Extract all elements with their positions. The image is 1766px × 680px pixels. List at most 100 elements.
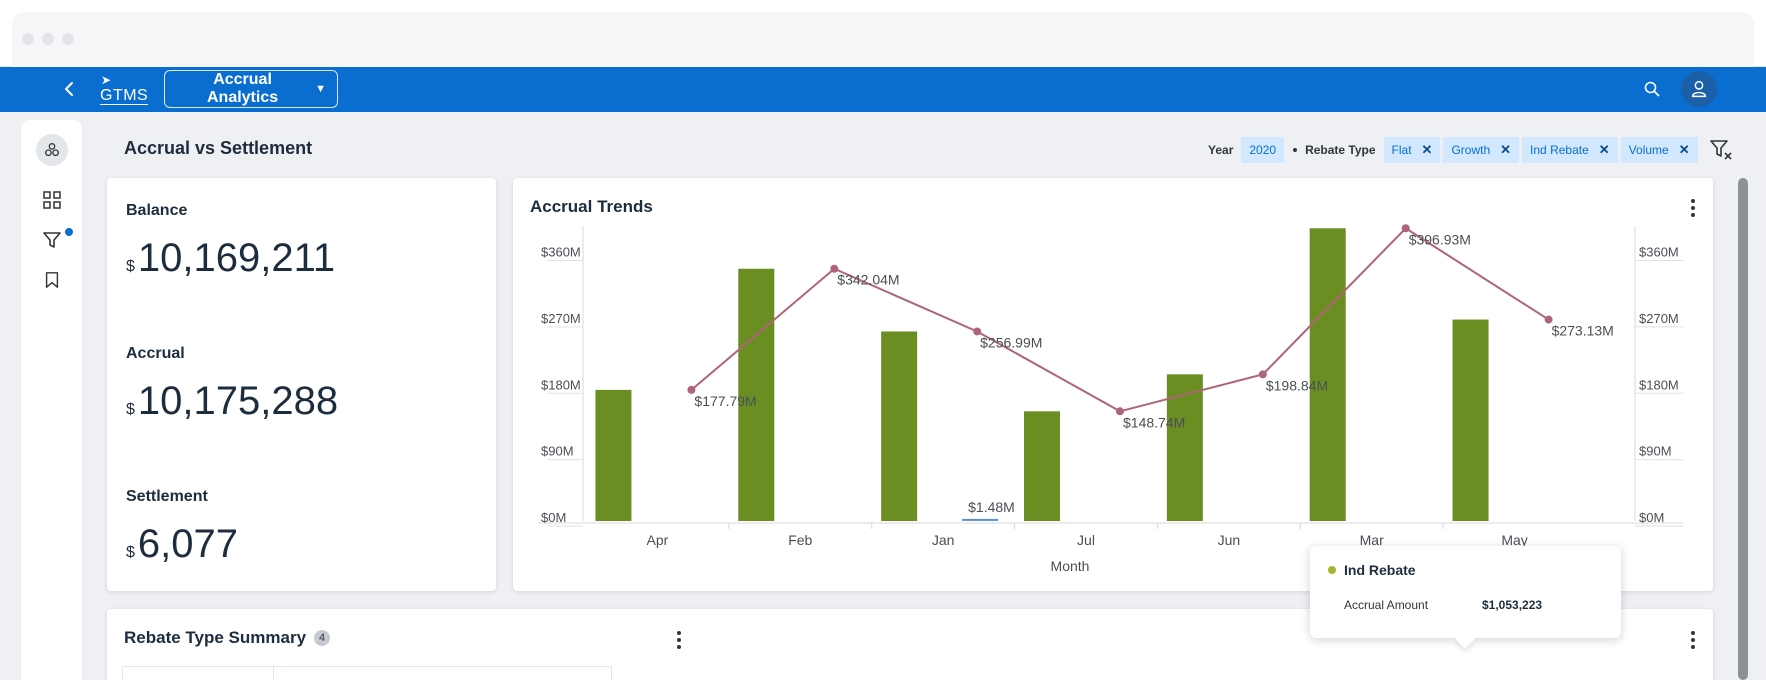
token-text: Growth (1451, 143, 1491, 157)
page-scrollbar[interactable] (1737, 178, 1749, 680)
token-text: 2020 (1249, 143, 1277, 157)
token-text: Flat (1391, 143, 1412, 157)
accrual-trends-card: Accrual Trends $0M $0M $90M $90M $180M $180M $… (513, 178, 1713, 591)
tooltip-key: Accrual Amount (1344, 598, 1429, 612)
app-title-menu-button[interactable]: Accrual Analytics ▼ (164, 70, 338, 108)
token-text: Volume (1628, 143, 1669, 157)
trend-point (1401, 224, 1410, 233)
trend-data-label: $342.04M (837, 272, 899, 288)
accrual-label: Accrual (126, 345, 185, 362)
gtms-logo[interactable]: ➤ GTMS (99, 74, 149, 106)
y-tick-label-left: $90M (541, 444, 574, 459)
x-tick-label: May (1501, 532, 1527, 548)
filter-label-year: Year (1208, 143, 1234, 157)
accrual-trend-line (690, 226, 1550, 413)
clear-filter-button[interactable] (1708, 137, 1734, 163)
scrollbar-thumb[interactable] (1738, 178, 1748, 680)
token-text: Ind Rebate (1530, 143, 1589, 157)
more-dot (1691, 645, 1695, 649)
y-tick-label-left: $360M (541, 245, 581, 260)
side-nav-home[interactable] (36, 134, 68, 166)
summary-title: Rebate Type Summary 4 (124, 628, 331, 648)
summary-count-badge: 4 (314, 630, 331, 646)
tooltip-series-dot (1328, 566, 1336, 574)
x-tick-label: Feb (788, 532, 812, 548)
trend-data-label: $256.99M (980, 334, 1042, 350)
more-dot (677, 645, 681, 649)
trend-data-label: $198.84M (1266, 377, 1328, 393)
settlement-label: Settlement (126, 488, 208, 505)
filter-token-flat[interactable]: Flat ✕ (1383, 137, 1441, 163)
search-button[interactable] (1640, 77, 1664, 101)
remove-token-icon[interactable]: ✕ (1678, 142, 1690, 157)
kpi-card: Balance $ 10,169,211 Accrual $ 10,175,28… (107, 178, 496, 591)
grid-icon (42, 191, 61, 209)
accrual-bar (1166, 374, 1203, 521)
filter-token-growth[interactable]: Growth ✕ (1443, 137, 1520, 163)
trend-point (830, 264, 839, 273)
summary-more-button-right[interactable] (1683, 628, 1703, 652)
remove-token-icon[interactable]: ✕ (1598, 142, 1610, 157)
browser-tab-area (12, 12, 1754, 67)
currency-symbol: $ (126, 544, 135, 561)
accrual-bar (738, 268, 775, 521)
filter-active-dot (65, 228, 73, 236)
more-dot (1691, 638, 1695, 642)
x-axis-title: Month (1051, 558, 1090, 574)
summary-table-header (122, 666, 612, 680)
chart-tooltip: Ind Rebate Accrual Amount $1,053,223 (1310, 546, 1621, 638)
more-dot (1691, 206, 1695, 210)
accrual-value: $ 10,175,288 (126, 379, 338, 424)
y-tick-label-left: $270M (541, 311, 581, 326)
trend-data-label: $177.79M (694, 393, 756, 409)
settlement-bar (962, 518, 999, 521)
filter-token-year[interactable]: 2020 (1241, 137, 1285, 163)
side-nav-apps[interactable] (21, 186, 82, 214)
back-button[interactable] (56, 76, 82, 102)
currency-symbol: $ (126, 401, 135, 418)
filter-token-volume[interactable]: Volume ✕ (1620, 137, 1698, 163)
filter-icon (42, 232, 61, 248)
user-avatar[interactable] (1681, 71, 1717, 107)
trend-data-label: $148.74M (1123, 414, 1185, 430)
trend-data-label: $273.13M (1552, 323, 1614, 339)
filter-label-rebate-type: Rebate Type (1305, 143, 1376, 157)
page-title: Accrual vs Settlement (124, 138, 313, 158)
x-tick-label: Jul (1077, 532, 1095, 548)
clear-filter-icon (1710, 140, 1732, 160)
accrual-amount: 10,175,288 (137, 379, 339, 423)
caret-down-icon: ▼ (315, 83, 326, 95)
remove-token-icon[interactable]: ✕ (1500, 142, 1512, 157)
accrual-bar (1452, 319, 1489, 521)
x-tick-label: Mar (1360, 532, 1384, 548)
more-dot (1691, 213, 1695, 217)
balance-amount: 10,169,211 (137, 236, 336, 280)
filter-token-ind-rebate[interactable]: Ind Rebate ✕ (1522, 137, 1618, 163)
settlement-data-label: $1.48M (968, 499, 1015, 515)
side-nav-bookmark[interactable] (21, 266, 82, 294)
trend-point (1544, 315, 1553, 324)
tooltip-value: $1,053,223 (1482, 598, 1543, 612)
user-icon (1691, 80, 1707, 98)
trend-point (1258, 370, 1267, 379)
summary-more-button[interactable] (669, 628, 689, 652)
trend-point (1116, 407, 1124, 416)
tooltip-series-name: Ind Rebate (1344, 562, 1416, 578)
y-tick-label-right: $90M (1639, 444, 1672, 459)
accrual-bar (1309, 228, 1346, 521)
trend-data-label: $396.93M (1409, 231, 1471, 247)
y-tick-label-right: $0M (1639, 510, 1664, 525)
side-nav-filter[interactable] (21, 226, 82, 254)
accrual-trends-chart[interactable]: $0M $0M $90M $90M $180M $180M $270M $270M $360M $… (513, 178, 1713, 591)
trends-more-button[interactable] (1683, 196, 1703, 220)
chevron-left-icon (64, 82, 73, 96)
accrual-bar (1024, 411, 1060, 521)
y-tick-label-left: $180M (541, 377, 581, 392)
window-controls (22, 32, 82, 50)
x-tick-label: Apr (647, 532, 669, 548)
remove-token-icon[interactable]: ✕ (1421, 142, 1433, 157)
summary-title-text: Rebate Type Summary (124, 628, 307, 647)
logo-arrow-icon: ➤ (101, 73, 112, 87)
settlement-amount: 6,077 (137, 522, 239, 566)
accrual-trends-title: Accrual Trends (530, 197, 653, 216)
